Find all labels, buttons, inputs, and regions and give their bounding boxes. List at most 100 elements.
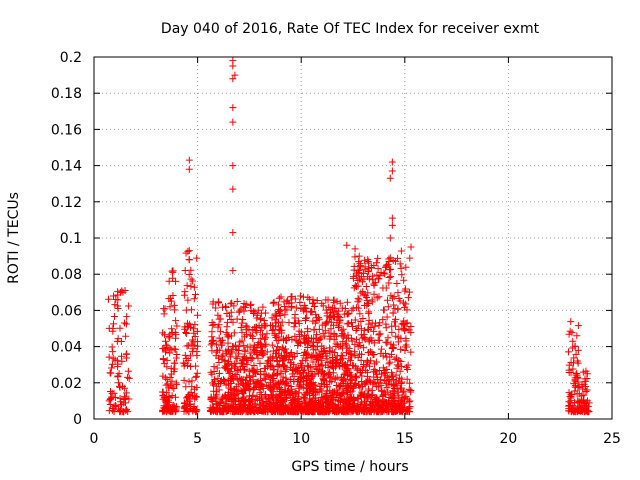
data-point: [299, 408, 307, 416]
data-point: [232, 391, 240, 399]
data-point: [120, 393, 128, 401]
data-point: [280, 356, 288, 364]
data-point: [274, 379, 282, 387]
data-point: [311, 353, 319, 361]
data-point: [385, 407, 393, 415]
data-point: [172, 277, 180, 285]
data-point: [170, 301, 178, 309]
data-point: [324, 383, 332, 391]
data-point: [116, 324, 124, 332]
data-point: [368, 402, 376, 410]
data-point: [339, 333, 347, 341]
data-point: [315, 315, 323, 323]
data-point: [351, 379, 359, 387]
data-point: [332, 393, 340, 401]
data-point: [300, 368, 308, 376]
data-point: [229, 374, 237, 382]
data-point: [163, 356, 171, 364]
data-point: [578, 392, 586, 400]
data-point: [231, 71, 239, 79]
data-point: [338, 304, 346, 312]
data-point: [366, 400, 374, 408]
data-point: [207, 407, 215, 415]
data-point: [310, 342, 318, 350]
data-point: [357, 369, 365, 377]
data-point: [224, 339, 232, 347]
data-point: [371, 379, 379, 387]
data-point: [288, 335, 296, 343]
data-point: [367, 334, 375, 342]
data-point: [191, 332, 199, 340]
data-point: [324, 359, 332, 367]
data-point: [186, 352, 194, 360]
data-point: [180, 362, 188, 370]
data-point: [279, 335, 287, 343]
data-point: [303, 362, 311, 370]
data-point: [350, 397, 358, 405]
data-point: [246, 301, 254, 309]
data-point: [163, 403, 171, 411]
data-point: [245, 385, 253, 393]
data-point: [291, 295, 299, 303]
data-point: [222, 302, 230, 310]
data-point: [310, 299, 318, 307]
data-point: [575, 383, 583, 391]
data-point: [363, 294, 371, 302]
data-point: [181, 267, 189, 275]
data-point: [398, 362, 406, 370]
data-point: [316, 382, 324, 390]
data-point: [275, 380, 283, 388]
y-tick-label: 0.14: [51, 159, 82, 175]
data-point: [347, 318, 355, 326]
data-point: [366, 378, 374, 386]
data-point: [358, 372, 366, 380]
data-point: [229, 343, 237, 351]
data-point: [193, 352, 201, 360]
data-point: [210, 320, 218, 328]
data-point: [251, 383, 259, 391]
data-point: [170, 365, 178, 373]
data-point: [192, 373, 200, 381]
data-point: [388, 328, 396, 336]
data-point: [167, 370, 175, 378]
data-point: [260, 370, 268, 378]
data-point: [262, 340, 270, 348]
data-point: [229, 57, 237, 65]
data-point: [232, 371, 240, 379]
data-point: [385, 255, 393, 263]
data-point: [355, 296, 363, 304]
data-point: [572, 350, 580, 358]
data-point: [383, 296, 391, 304]
data-point: [273, 333, 281, 341]
data-point: [282, 352, 290, 360]
data-point: [379, 392, 387, 400]
data-point: [579, 368, 587, 376]
data-point: [192, 408, 200, 416]
data-point: [280, 388, 288, 396]
data-point: [573, 369, 581, 377]
data-point: [161, 337, 169, 345]
data-point: [315, 350, 323, 358]
y-tick-label: 0: [73, 412, 82, 428]
data-point: [180, 291, 188, 299]
data-point: [247, 354, 255, 361]
data-point: [298, 403, 306, 411]
data-point: [105, 397, 113, 405]
data-point: [338, 330, 346, 338]
data-point: [241, 333, 249, 341]
data-point: [297, 378, 305, 386]
data-point: [356, 310, 364, 318]
data-point: [184, 296, 192, 304]
data-point: [225, 369, 233, 377]
data-point: [238, 328, 246, 336]
data-point: [345, 344, 353, 352]
data-point: [192, 372, 200, 380]
data-point: [122, 320, 130, 328]
data-point: [388, 221, 396, 229]
data-point: [209, 300, 217, 308]
data-point: [229, 396, 237, 404]
data-point: [183, 361, 191, 369]
data-point: [370, 327, 378, 335]
data-point: [261, 364, 269, 372]
data-point: [400, 276, 408, 284]
